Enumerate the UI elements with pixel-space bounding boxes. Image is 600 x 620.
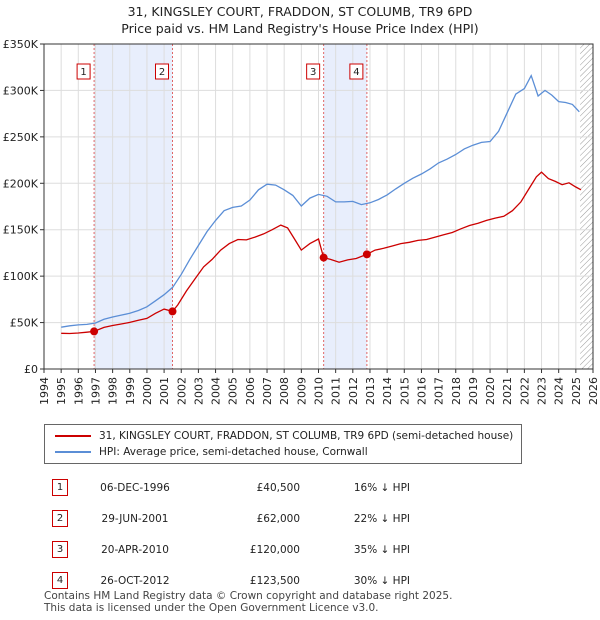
x-tick-label: 2010 (313, 377, 326, 405)
chart-title: 31, KINGSLEY COURT, FRADDON, ST COLUMB, … (127, 4, 473, 19)
sale-hpi-diff: 35% ↓ HPI (353, 543, 410, 556)
x-tick-label: 2023 (536, 377, 549, 405)
x-tick-label: 2011 (330, 377, 343, 405)
sale-label-3: 3 (310, 67, 316, 78)
x-tick-label: 2014 (381, 377, 394, 405)
highlight-band-2 (323, 44, 367, 369)
sale-number-badge: 1 (52, 479, 68, 496)
chart-subtitle: Price paid vs. HM Land Registry's House … (121, 21, 479, 36)
table-row: 4 26-OCT-2012 £123,500 30% ↓ HPI (40, 565, 410, 596)
y-tick-label: £250K (3, 131, 39, 144)
x-tick-label: 2008 (278, 377, 291, 405)
sale-label-box-4 (349, 63, 364, 80)
x-tick-label: 1999 (124, 377, 137, 405)
x-tick-label: 2019 (467, 377, 480, 405)
legend-swatch-property (55, 435, 91, 437)
x-tick-label: 2003 (192, 377, 205, 405)
y-tick-label: £50K (10, 317, 39, 330)
sale-price: £123,500 (249, 574, 300, 587)
sale-hpi-diff: 30% ↓ HPI (353, 574, 410, 587)
sale-label-1: 1 (80, 67, 86, 78)
x-tick-label: 2018 (450, 377, 463, 405)
x-tick-label: 2026 (587, 377, 600, 405)
x-tick-label: 2004 (210, 377, 223, 405)
x-tick-label: 2013 (364, 377, 377, 405)
legend-label-hpi: HPI: Average price, semi-detached house,… (99, 446, 368, 458)
x-tick-label: 2006 (244, 377, 257, 405)
x-tick-label: 2025 (570, 377, 583, 405)
sale-label-box-3 (306, 63, 321, 80)
sale-hpi-diff: 16% ↓ HPI (353, 481, 410, 494)
sale-hpi-diff: 22% ↓ HPI (353, 512, 410, 525)
x-tick-label: 2000 (141, 377, 154, 405)
plot-frame (43, 43, 594, 370)
price-chart: 1994 1995 1996 1997 1998 1999 2000 2001 2002 2003… (3, 38, 600, 405)
sale-point-4 (362, 250, 371, 259)
sale-date: 06-DEC-1996 (100, 481, 170, 494)
sale-label-box-2 (155, 63, 170, 80)
y-tick-label: £0 (24, 363, 38, 376)
sale-point-2 (168, 307, 177, 316)
table-row: 2 29-JUN-2001 £62,000 22% ↓ HPI (40, 503, 410, 534)
y-tick-label: £200K (3, 177, 39, 190)
legend-item-hpi: HPI: Average price, semi-detached house,… (55, 445, 368, 459)
x-tick-label: 1998 (107, 377, 120, 405)
x-tick-label: 2015 (398, 377, 411, 405)
y-tick-label: £350K (3, 38, 39, 51)
legend-swatch-hpi (55, 451, 91, 453)
x-tick-label: 2017 (433, 377, 446, 405)
sale-number-badge: 3 (52, 541, 68, 558)
x-tick-label: 2024 (553, 377, 566, 405)
y-tick-label: £150K (3, 224, 39, 237)
legend-item-property: 31, KINGSLEY COURT, FRADDON, ST COLUMB, … (55, 429, 513, 443)
sale-number-badge: 4 (52, 572, 68, 589)
footer-licence: This data is licensed under the Open Gov… (44, 602, 379, 614)
x-tick-label: 1994 (38, 377, 51, 405)
forecast-hatch (580, 44, 593, 369)
x-tick-label: 2005 (227, 377, 240, 405)
sale-label-4: 4 (353, 67, 359, 78)
x-tick-label: 2007 (261, 377, 274, 405)
y-tick-label: £300K (3, 84, 39, 97)
highlight-band-1 (94, 44, 173, 369)
x-tick-label: 2009 (295, 377, 308, 405)
x-tick-label: 1997 (89, 377, 102, 405)
x-tick-label: 1996 (72, 377, 85, 405)
sale-date: 20-APR-2010 (101, 543, 169, 556)
x-tick-label: 2001 (158, 377, 171, 405)
table-row: 1 06-DEC-1996 £40,500 16% ↓ HPI (40, 472, 410, 503)
sale-date: 26-OCT-2012 (100, 574, 170, 587)
legend: 31, KINGSLEY COURT, FRADDON, ST COLUMB, … (44, 424, 522, 464)
x-tick-label: 2022 (518, 377, 531, 405)
sale-number-badge: 2 (52, 510, 68, 527)
sale-price: £40,500 (256, 481, 300, 494)
hpi-series-line (61, 73, 580, 328)
footer-copyright: Contains HM Land Registry data © Crown c… (44, 590, 453, 602)
sale-date: 29-JUN-2001 (101, 512, 169, 525)
x-tick-label: 2020 (484, 377, 497, 405)
legend-label-property: 31, KINGSLEY COURT, FRADDON, ST COLUMB, … (99, 430, 514, 442)
transactions-table: 1 06-DEC-1996 £40,500 16% ↓ HPI 2 29-JUN… (40, 472, 410, 596)
x-tick-label: 2002 (175, 377, 188, 405)
x-tick-label: 1995 (55, 377, 68, 405)
sale-price: £62,000 (256, 512, 300, 525)
sale-point-1 (90, 327, 99, 336)
sale-label-box-1 (76, 63, 91, 80)
sale-point-3 (319, 253, 328, 262)
sale-price: £120,000 (249, 543, 300, 556)
y-tick-label: £100K (3, 270, 39, 283)
x-tick-label: 2012 (347, 377, 360, 405)
x-tick-label: 2016 (415, 377, 428, 405)
x-tick-label: 2021 (501, 377, 514, 405)
sale-label-2: 2 (159, 67, 165, 78)
table-row: 3 20-APR-2010 £120,000 35% ↓ HPI (40, 534, 410, 565)
